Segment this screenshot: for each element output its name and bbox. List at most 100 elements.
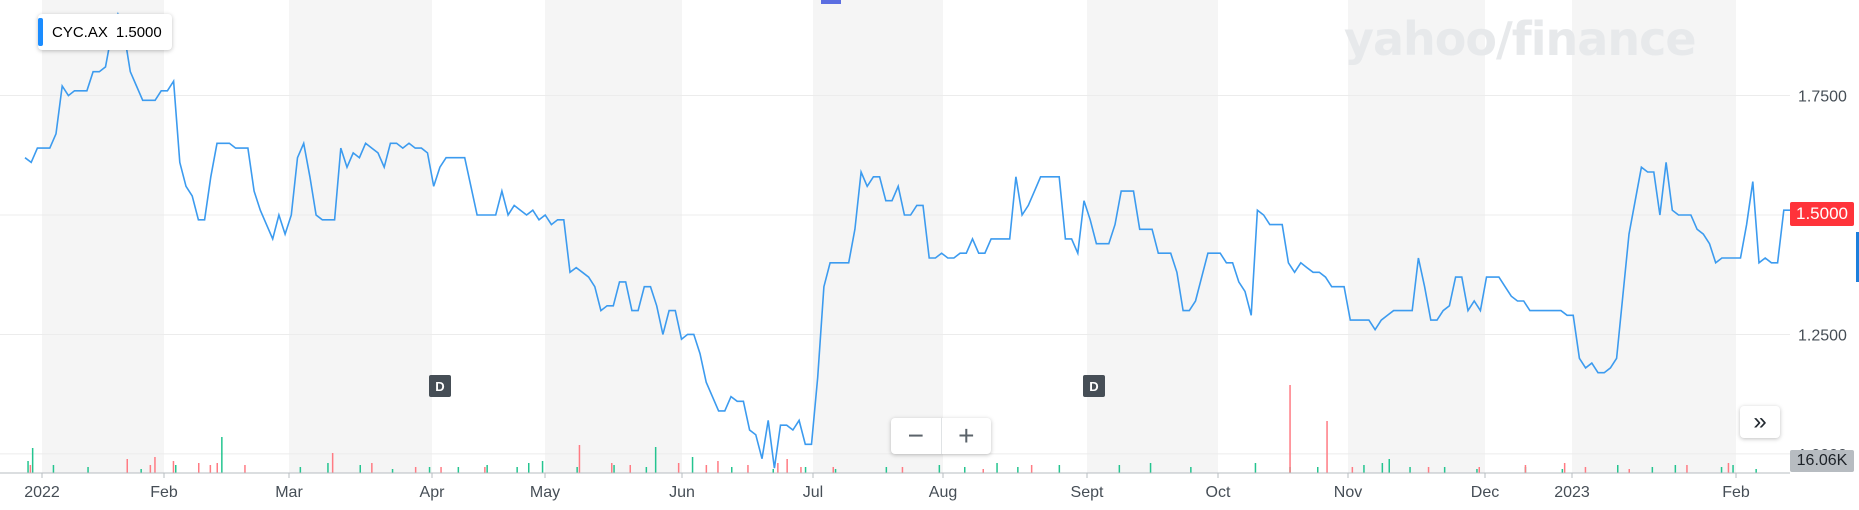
volume-bar-up <box>1017 467 1019 473</box>
range-handle[interactable] <box>821 0 841 4</box>
volume-bar-down <box>198 463 200 473</box>
volume-bar-up <box>428 467 431 473</box>
volume-bar-up <box>299 467 302 473</box>
volume-bar-down <box>172 461 175 473</box>
x-tick-label: Oct <box>1206 484 1231 501</box>
volume-bar-down <box>126 459 128 473</box>
volume-bar-up <box>52 465 55 473</box>
current-price-badge: 1.5000 <box>1790 202 1854 226</box>
y-tick-label: 1.2500 <box>1798 327 1847 344</box>
volume-bar-up <box>834 469 837 473</box>
month-band <box>1087 0 1218 473</box>
x-tick-label: Mar <box>275 484 303 501</box>
expand-chart-icon[interactable]: » <box>1740 406 1780 438</box>
x-tick-label: Feb <box>1722 484 1750 501</box>
volume-bar-down <box>1628 469 1630 473</box>
x-tick-label: Feb <box>150 484 178 501</box>
x-tick-label: Apr <box>420 484 446 501</box>
volume-bar-down <box>1524 465 1527 473</box>
volume-bar-up <box>772 469 774 473</box>
volume-bar-up <box>457 467 460 473</box>
volume-bar-up <box>27 461 29 473</box>
volume-bar-up <box>516 467 518 473</box>
volume-bar-up <box>1190 467 1192 473</box>
month-band <box>42 0 164 473</box>
x-axis-ticks: 2022 Feb Mar Apr May Jun Jul Aug Sept Oct Nov Dec 20… <box>24 473 1750 501</box>
volume-bar-up <box>885 467 888 473</box>
volume-bar-up <box>140 469 142 473</box>
volume-bar-up <box>1651 467 1654 473</box>
scroll-edge-handle[interactable] <box>1856 232 1859 282</box>
volume-bar-down <box>216 463 218 473</box>
volume-bar-down <box>331 453 334 473</box>
month-band <box>813 0 943 473</box>
dividend-marker-1[interactable]: D <box>429 375 451 397</box>
volume-bar-up <box>1118 465 1121 473</box>
volume-bar-down <box>1727 463 1730 473</box>
series-color-swatch <box>38 18 43 46</box>
volume-bar-down <box>747 465 749 473</box>
volume-bar-down <box>1326 421 1328 473</box>
volume-bar-up <box>964 467 966 473</box>
y-tick-label: 1.7500 <box>1798 89 1847 106</box>
volume-bar-up <box>996 463 998 473</box>
x-tick-label: Nov <box>1334 484 1362 501</box>
volume-bar-up <box>1732 465 1734 473</box>
tooltip-symbol: CYC.AX <box>52 23 108 41</box>
volume-bar-up <box>528 463 530 473</box>
x-tick-label: Dec <box>1471 484 1499 501</box>
x-tick-label: Aug <box>929 484 957 501</box>
volume-bar-down <box>832 467 834 473</box>
volume-bar-up <box>87 467 89 473</box>
volume-bar-up <box>1149 463 1152 473</box>
volume-bar-up <box>1561 469 1564 473</box>
volume-bar-down <box>982 469 984 473</box>
volume-bar-up <box>804 467 807 473</box>
tooltip-value: 1.5000 <box>115 23 162 41</box>
volume-bar-down <box>1478 467 1480 473</box>
volume-bar-up <box>327 463 329 473</box>
volume-bar-up <box>486 465 488 473</box>
volume-bar-up <box>645 467 648 473</box>
x-tick-label: Jun <box>669 484 695 501</box>
symbol-tooltip: CYC.AX 1.5000 <box>38 14 172 50</box>
month-band <box>289 0 432 473</box>
volume-bar-up <box>613 465 615 473</box>
volume-bar-down <box>484 467 486 473</box>
zoom-in-button[interactable]: + <box>958 420 975 451</box>
volume-bar-down <box>717 461 719 473</box>
volume-bar-up <box>1254 463 1257 473</box>
month-band <box>545 0 682 473</box>
x-tick-label: 2023 <box>1554 484 1590 501</box>
volume-bar-up <box>576 467 578 473</box>
volume-bar-up <box>938 465 941 473</box>
zoom-control: − + <box>891 418 991 454</box>
volume-bar-down <box>901 467 904 473</box>
zoom-out-button[interactable]: − <box>891 418 942 454</box>
month-bands <box>42 0 1736 473</box>
volume-bar-up <box>31 448 34 473</box>
volume-bar-down <box>578 445 581 473</box>
volume-bar-down <box>154 457 156 473</box>
volume-bar-up <box>1317 467 1319 473</box>
month-band <box>1348 0 1485 473</box>
price-line <box>24 11 1790 469</box>
volume-bar-up <box>541 461 544 473</box>
volume-bar-up <box>1720 467 1723 473</box>
volume-bar-down <box>371 463 373 473</box>
x-tick-label: Sept <box>1071 484 1104 501</box>
volume-bar-down <box>209 465 212 473</box>
yahoo-finance-logo: yahoo/finance <box>1344 12 1697 66</box>
dividend-marker-2[interactable]: D <box>1083 375 1105 397</box>
volume-bar-up <box>1617 465 1619 473</box>
volume-bar-down <box>1563 463 1566 473</box>
volume-bar-down <box>440 467 442 473</box>
volume-bar-up <box>691 457 694 473</box>
volume-bar-up <box>1409 467 1411 473</box>
volume-bar-up <box>1443 467 1446 473</box>
volume-bar-down <box>1427 467 1430 473</box>
volume-bar-down <box>244 465 246 473</box>
volume-bar-up <box>221 437 223 473</box>
